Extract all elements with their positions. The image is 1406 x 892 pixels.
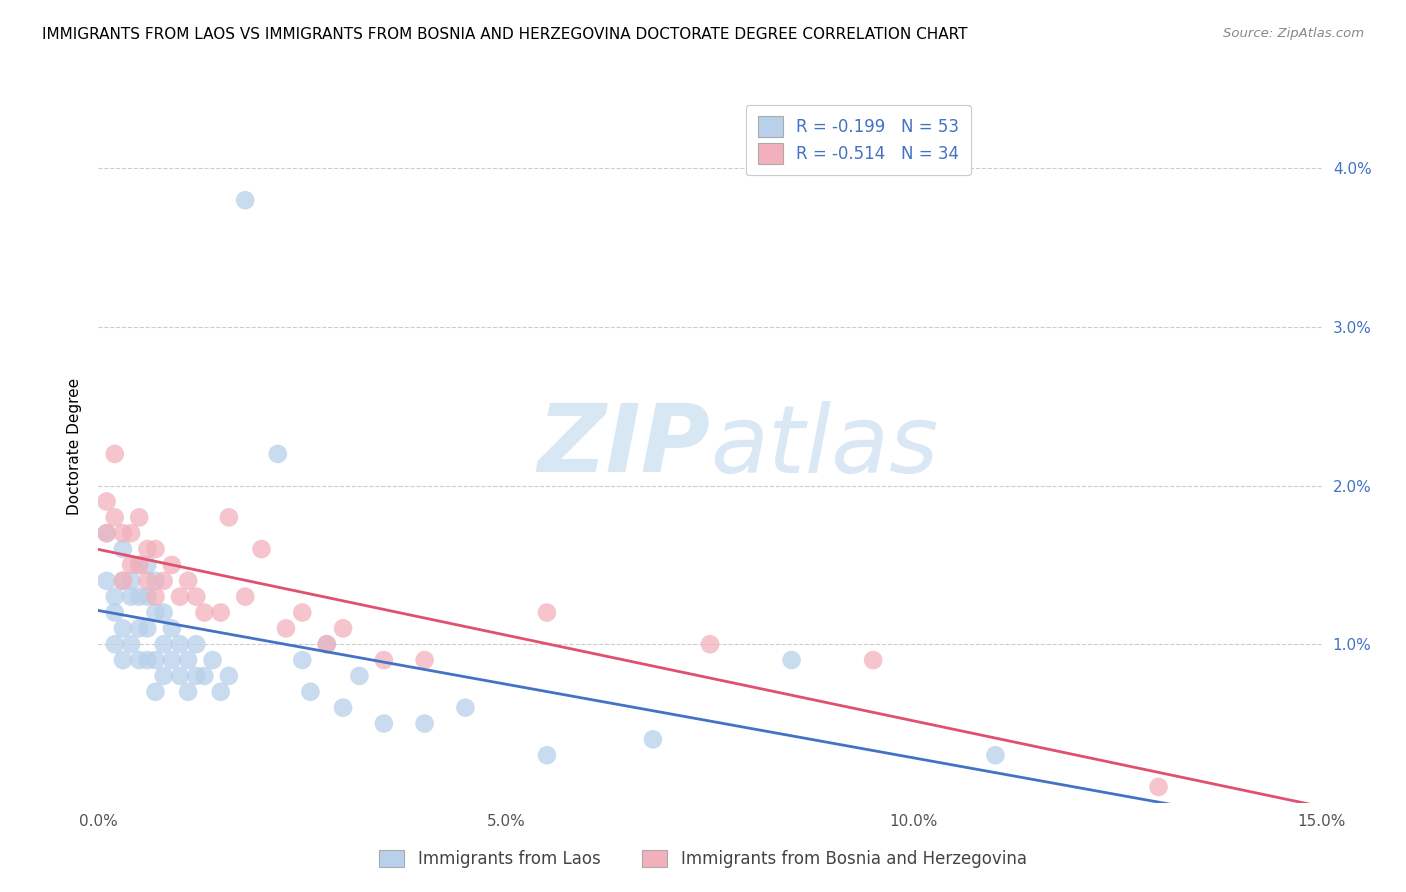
Point [111, 653, 134, 667]
Point [104, 606, 127, 620]
Text: ZIP: ZIP [537, 400, 710, 492]
Point [315, 637, 337, 651]
Point [128, 653, 150, 667]
Point [145, 606, 167, 620]
Point [299, 685, 322, 699]
Point [152, 669, 174, 683]
Point [104, 510, 127, 524]
Text: Source: ZipAtlas.com: Source: ZipAtlas.com [1223, 27, 1364, 40]
Point [291, 653, 314, 667]
Point [536, 748, 558, 763]
Point [96, 526, 118, 541]
Point [111, 542, 134, 557]
Point [145, 590, 167, 604]
Point [120, 558, 142, 572]
Point [862, 653, 884, 667]
Point [169, 669, 191, 683]
Point [177, 685, 200, 699]
Point [104, 447, 127, 461]
Point [209, 606, 232, 620]
Point [160, 558, 183, 572]
Point [111, 574, 134, 588]
Point [104, 637, 127, 651]
Point [111, 574, 134, 588]
Point [145, 542, 167, 557]
Point [699, 637, 721, 651]
Point [250, 542, 273, 557]
Point [136, 590, 159, 604]
Point [120, 590, 142, 604]
Legend: Immigrants from Laos, Immigrants from Bosnia and Herzegovina: Immigrants from Laos, Immigrants from Bo… [373, 843, 1033, 875]
Point [136, 653, 159, 667]
Point [152, 574, 174, 588]
Point [413, 716, 436, 731]
Point [233, 193, 256, 207]
Point [413, 653, 436, 667]
Point [96, 574, 118, 588]
Point [267, 447, 290, 461]
Point [128, 558, 150, 572]
Point [136, 558, 159, 572]
Point [104, 590, 127, 604]
Point [186, 637, 208, 651]
Point [111, 526, 134, 541]
Point [136, 574, 159, 588]
Point [96, 526, 118, 541]
Point [96, 494, 118, 508]
Point [145, 653, 167, 667]
Point [169, 590, 191, 604]
Point [177, 653, 200, 667]
Point [169, 637, 191, 651]
Point [193, 606, 215, 620]
Text: IMMIGRANTS FROM LAOS VS IMMIGRANTS FROM BOSNIA AND HERZEGOVINA DOCTORATE DEGREE : IMMIGRANTS FROM LAOS VS IMMIGRANTS FROM … [42, 27, 967, 42]
Point [111, 621, 134, 635]
Point [152, 637, 174, 651]
Point [128, 590, 150, 604]
Point [291, 606, 314, 620]
Point [373, 716, 395, 731]
Point [120, 574, 142, 588]
Point [136, 542, 159, 557]
Point [349, 669, 371, 683]
Point [128, 510, 150, 524]
Point [984, 748, 1007, 763]
Point [218, 669, 240, 683]
Point [332, 621, 354, 635]
Legend: R = -0.199   N = 53, R = -0.514   N = 34: R = -0.199 N = 53, R = -0.514 N = 34 [747, 104, 970, 176]
Point [1147, 780, 1170, 794]
Point [315, 637, 337, 651]
Point [218, 510, 240, 524]
Point [186, 669, 208, 683]
Point [120, 526, 142, 541]
Point [177, 574, 200, 588]
Point [274, 621, 297, 635]
Point [233, 590, 256, 604]
Point [536, 606, 558, 620]
Point [152, 606, 174, 620]
Point [373, 653, 395, 667]
Text: atlas: atlas [710, 401, 938, 491]
Point [145, 574, 167, 588]
Point [120, 637, 142, 651]
Point [160, 621, 183, 635]
Point [641, 732, 664, 747]
Point [209, 685, 232, 699]
Point [145, 685, 167, 699]
Y-axis label: Doctorate Degree: Doctorate Degree [67, 377, 83, 515]
Point [186, 590, 208, 604]
Point [160, 653, 183, 667]
Point [201, 653, 224, 667]
Point [193, 669, 215, 683]
Point [128, 558, 150, 572]
Point [454, 700, 477, 714]
Point [780, 653, 803, 667]
Point [128, 621, 150, 635]
Point [332, 700, 354, 714]
Point [136, 621, 159, 635]
